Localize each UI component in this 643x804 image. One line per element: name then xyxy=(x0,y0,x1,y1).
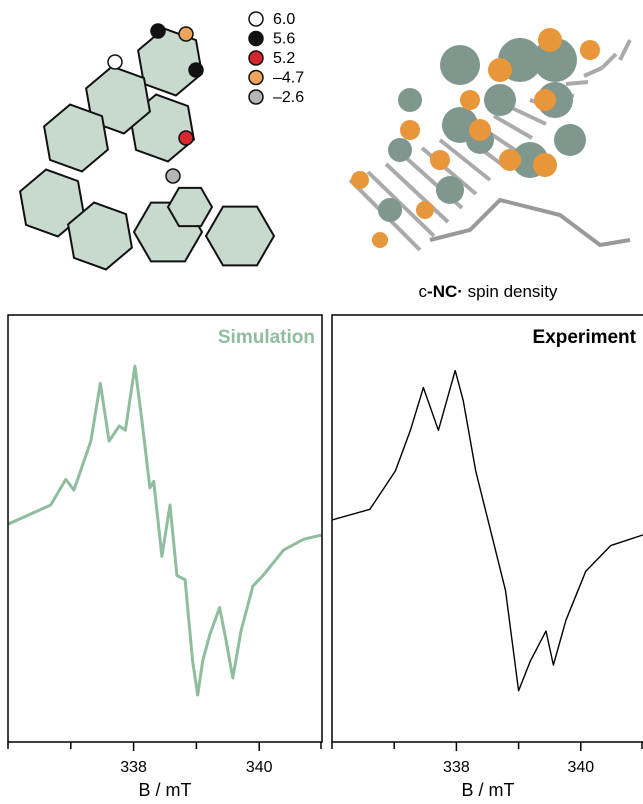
site-dot xyxy=(151,24,165,38)
panel-title: Experiment xyxy=(533,327,637,348)
density-lobe xyxy=(460,90,480,110)
density-lobe xyxy=(400,120,420,140)
x-tick-label: 338 xyxy=(443,759,470,776)
density-lobe xyxy=(398,88,422,112)
legend-marker xyxy=(249,12,263,26)
site-dot xyxy=(179,27,193,41)
caption-suffix: spin density xyxy=(463,282,558,301)
x-axis-label: B / mT xyxy=(139,780,192,800)
site-dot xyxy=(179,131,193,145)
density-lobe xyxy=(378,198,402,222)
x-tick-label: 338 xyxy=(120,759,147,776)
legend-label: –2.6 xyxy=(273,89,304,106)
chart-panel: Simulation 338 340 B / mT xyxy=(8,315,322,800)
bond xyxy=(584,68,602,76)
plot-area xyxy=(8,366,322,695)
x-axis-label: B / mT xyxy=(462,780,515,800)
spin-density-render xyxy=(350,28,630,250)
density-lobe xyxy=(580,40,600,60)
frame xyxy=(332,315,643,742)
legend-label: 6.0 xyxy=(273,11,295,28)
density-lobe xyxy=(436,176,464,204)
density-lobe xyxy=(538,28,562,52)
density-lobe xyxy=(440,45,480,85)
page: 6.0 5.6 5.2 –4.7 –2.6 c-NC· spin density Sim… xyxy=(0,0,643,804)
density-lobe xyxy=(388,138,412,162)
caption-bold: -NC· xyxy=(427,282,463,301)
x-tick-label: 340 xyxy=(567,759,594,776)
density-lobe xyxy=(484,84,516,116)
ring xyxy=(138,29,202,96)
site-dot xyxy=(166,169,180,183)
spectrum-line xyxy=(8,366,322,695)
density-lobe xyxy=(499,149,521,171)
legend-label: 5.6 xyxy=(273,31,295,48)
legend-label: –4.7 xyxy=(273,70,304,87)
x-tick-label: 340 xyxy=(246,759,273,776)
ring xyxy=(44,105,108,172)
ring xyxy=(206,207,274,266)
density-lobe xyxy=(554,124,586,156)
caption: c-NC· spin density xyxy=(419,282,558,301)
site-dot xyxy=(189,63,203,77)
legend-marker xyxy=(249,32,263,46)
ring xyxy=(168,188,212,226)
site-dot xyxy=(108,55,122,69)
figure: 6.0 5.6 5.2 –4.7 –2.6 c-NC· spin density Sim… xyxy=(0,0,643,804)
density-lobe xyxy=(469,119,491,141)
bond xyxy=(602,54,616,68)
bond xyxy=(566,82,588,84)
density-lobe xyxy=(351,171,369,189)
plot-area xyxy=(332,371,643,691)
density-lobe xyxy=(488,58,512,82)
structure-diagram xyxy=(20,24,274,270)
legend-marker xyxy=(249,51,263,65)
density-lobe xyxy=(372,232,388,248)
panel-title: Simulation xyxy=(218,327,315,348)
legend-label: 5.2 xyxy=(273,50,295,67)
bond xyxy=(620,40,630,60)
hyperfine-legend: 6.0 5.6 5.2 –4.7 –2.6 xyxy=(249,11,304,106)
spectrum-line xyxy=(332,371,643,691)
density-lobe xyxy=(430,150,450,170)
density-lobe xyxy=(416,201,434,219)
legend-marker xyxy=(249,90,263,104)
chart-panel: Experiment 338 340 B / mT xyxy=(332,315,643,800)
density-lobe xyxy=(533,153,557,177)
legend-marker xyxy=(249,71,263,85)
density-lobe xyxy=(534,89,556,111)
bond xyxy=(494,116,532,138)
